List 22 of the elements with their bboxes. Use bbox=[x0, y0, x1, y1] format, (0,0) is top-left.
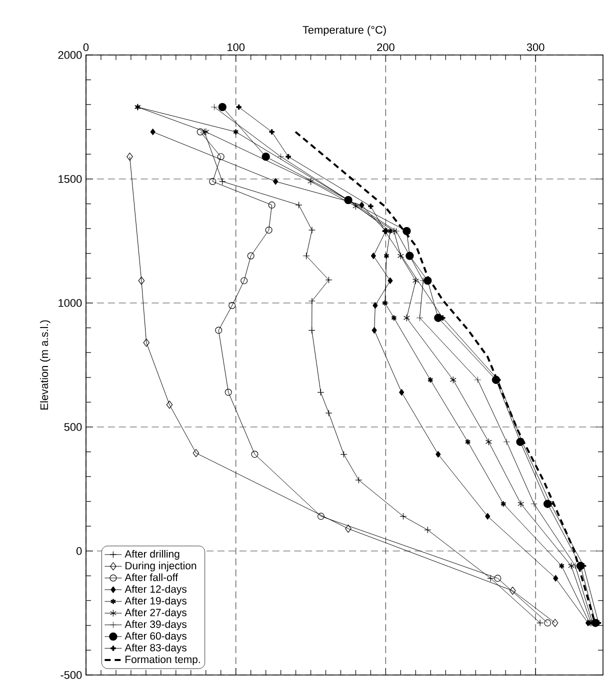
legend-label: After 12-days bbox=[124, 585, 187, 595]
legend-label: After 83-days bbox=[124, 644, 187, 654]
y-tick-label: -500 bbox=[60, 671, 82, 679]
y-tick-label: 1000 bbox=[58, 299, 82, 307]
y-tick-label: 1500 bbox=[58, 175, 82, 183]
x-axis-title: Temperature (°C) bbox=[302, 26, 386, 36]
x-tick-label: 300 bbox=[526, 43, 544, 52]
y-axis-title: Elevation (m a.s.l.) bbox=[40, 320, 50, 410]
x-tick-label: 200 bbox=[377, 43, 394, 52]
x-tick-label: 0 bbox=[83, 43, 89, 52]
legend-label: After 39-days bbox=[124, 620, 187, 630]
legend-label: After fall-off bbox=[124, 573, 178, 582]
legend-label: After 27-days bbox=[124, 608, 187, 618]
x-tick-label: 100 bbox=[228, 43, 245, 52]
y-tick-label: 2000 bbox=[58, 51, 82, 59]
y-tick-label: 0 bbox=[76, 547, 82, 555]
legend-label: Formation temp. bbox=[126, 655, 200, 666]
y-tick-label: 500 bbox=[64, 423, 82, 431]
legend-label: After drilling bbox=[124, 550, 180, 560]
legend-label: After 60-days bbox=[124, 632, 187, 642]
legend-label: During injection bbox=[126, 562, 196, 572]
legend-label: After 19-days bbox=[124, 596, 187, 607]
